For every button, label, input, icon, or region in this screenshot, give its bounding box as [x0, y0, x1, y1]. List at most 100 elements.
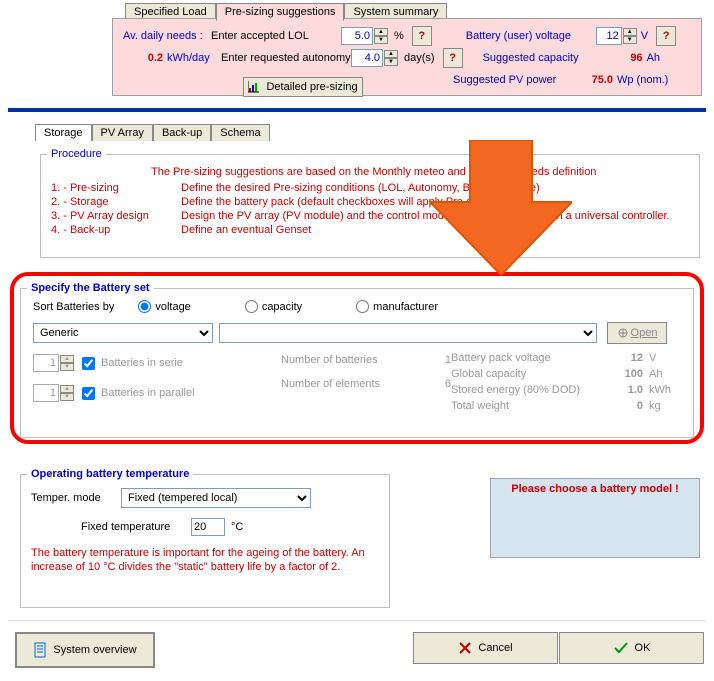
system-overview-button[interactable]: System overview [15, 632, 155, 668]
lol-unit: % [394, 30, 404, 42]
bottom-separator [8, 620, 706, 622]
help-autonomy-icon[interactable]: ? [443, 48, 463, 68]
open-label: Open [631, 327, 658, 339]
ok-label: OK [635, 642, 651, 654]
battv-spin-up[interactable]: ▲ [623, 28, 637, 36]
stat-0-value: 12 [611, 352, 643, 364]
attention-arrow-icon [430, 140, 572, 275]
fixed-temp-input[interactable] [191, 518, 225, 536]
temperature-fieldset: Operating battery temperature Temper. mo… [20, 468, 390, 608]
sugg-cap-value: 96 [603, 52, 643, 64]
open-button[interactable]: Open [607, 322, 667, 344]
stat-3-unit: kg [649, 400, 679, 412]
chart-icon [248, 81, 260, 93]
proc-text-4: Define an eventual Genset [181, 224, 311, 236]
temp-mode-label: Temper. mode [31, 492, 121, 504]
battv-spin-down[interactable]: ▼ [623, 36, 637, 44]
proc-step-4: 4. - Back-up [51, 224, 181, 236]
auton-spin-down[interactable]: ▼ [384, 58, 398, 66]
autonomy-input[interactable] [351, 49, 383, 67]
stat-1-label: Global capacity [451, 368, 611, 380]
auton-spin-up[interactable]: ▲ [384, 50, 398, 58]
temperature-legend: Operating battery temperature [27, 468, 193, 480]
daily-needs-unit: kWh/day [167, 52, 221, 64]
num-elem-label: Number of elements [281, 378, 421, 390]
fixed-temp-label: Fixed temperature [81, 521, 191, 533]
system-overview-label: System overview [53, 644, 136, 656]
warning-box: Please choose a battery model ! [490, 478, 700, 558]
detailed-presizing-button[interactable]: Detailed pre-sizing [243, 77, 363, 97]
num-batt-value: 1 [421, 354, 451, 366]
stat-0-unit: V [649, 352, 679, 364]
fixed-temp-unit: °C [231, 521, 243, 533]
cancel-icon [458, 641, 472, 655]
par-spin-down[interactable]: ▼ [60, 393, 74, 401]
tab-pvarray[interactable]: PV Array [92, 124, 153, 141]
parallel-checkbox[interactable] [82, 387, 95, 400]
serie-spin-up[interactable]: ▲ [60, 355, 74, 363]
sugg-pv-unit: Wp (nom.) [617, 74, 668, 86]
battery-model-combo[interactable] [219, 323, 597, 343]
lol-input[interactable] [341, 27, 373, 45]
batteries-serie-input[interactable] [33, 354, 59, 372]
cancel-button[interactable]: Cancel [413, 632, 558, 664]
sugg-pv-label: Suggested PV power [453, 74, 573, 86]
cancel-label: Cancel [478, 642, 512, 654]
radio-voltage[interactable] [138, 300, 151, 313]
serie-checkbox[interactable] [82, 357, 95, 370]
presizing-panel: Av. daily needs : Enter accepted LOL ▲▼ … [112, 18, 702, 96]
sugg-cap-label: Suggested capacity [483, 52, 603, 64]
manufacturer-combo[interactable]: Generic [33, 323, 213, 343]
separator-line [8, 108, 706, 112]
warning-text: Please choose a battery model ! [511, 483, 679, 495]
stat-1-value: 100 [611, 368, 643, 380]
ok-button[interactable]: OK [559, 632, 704, 664]
radio-voltage-label: voltage [155, 301, 190, 313]
batt-voltage-unit: V [641, 30, 648, 42]
radio-capacity[interactable] [245, 300, 258, 313]
radio-manufacturer-label: manufacturer [373, 301, 438, 313]
proc-step-2: 2. - Storage [51, 196, 181, 208]
overview-icon [33, 642, 47, 658]
detailed-presizing-label: Detailed pre-sizing [266, 81, 357, 93]
autonomy-label: Enter requested autonomy [221, 52, 351, 64]
par-spin-up[interactable]: ▲ [60, 385, 74, 393]
serie-spin-down[interactable]: ▼ [60, 363, 74, 371]
procedure-intro: The Pre-sizing suggestions are based on … [151, 166, 689, 178]
temperature-note: The battery temperature is important for… [31, 546, 379, 575]
autonomy-unit: day(s) [404, 52, 435, 64]
proc-step-1: 1. - Pre-sizing [51, 182, 181, 194]
sugg-cap-unit: Ah [647, 52, 660, 64]
stat-3-label: Total weight [451, 400, 611, 412]
tab-backup[interactable]: Back-up [153, 124, 211, 141]
num-elem-value: 6 [421, 378, 451, 390]
sugg-pv-value: 75.0 [573, 74, 613, 86]
lol-spin-up[interactable]: ▲ [374, 28, 388, 36]
stat-0-label: Battery pack voltage [451, 352, 611, 364]
battery-legend: Specify the Battery set [27, 282, 154, 294]
help-lol-icon[interactable]: ? [412, 26, 432, 46]
daily-needs-label: Av. daily needs : [123, 30, 211, 42]
num-batt-label: Number of batteries [281, 354, 421, 366]
stat-3-value: 0 [611, 400, 643, 412]
open-icon [617, 327, 629, 339]
tab-schema[interactable]: Schema [211, 124, 269, 141]
tab-storage[interactable]: Storage [35, 124, 92, 141]
procedure-fieldset: Procedure The Pre-sizing suggestions are… [40, 148, 700, 258]
lol-spin-down[interactable]: ▼ [374, 36, 388, 44]
batt-voltage-label: Battery (user) voltage [466, 30, 596, 42]
batteries-parallel-input[interactable] [33, 384, 59, 402]
proc-text-3: Design the PV array (PV module) and the … [181, 210, 670, 222]
radio-manufacturer[interactable] [356, 300, 369, 313]
help-battv-icon[interactable]: ? [656, 26, 676, 46]
radio-capacity-label: capacity [262, 301, 302, 313]
temp-mode-combo[interactable]: Fixed (tempered local) [121, 488, 311, 508]
ok-icon [613, 641, 629, 655]
procedure-legend: Procedure [47, 148, 106, 160]
batt-voltage-input[interactable] [596, 27, 622, 45]
stat-2-unit: kWh [649, 384, 679, 396]
sort-label: Sort Batteries by [33, 301, 114, 313]
stat-2-value: 1.0 [611, 384, 643, 396]
daily-needs-value: 0.2 [123, 52, 163, 64]
top-tab-presizing[interactable]: Pre-sizing suggestions [216, 3, 345, 21]
